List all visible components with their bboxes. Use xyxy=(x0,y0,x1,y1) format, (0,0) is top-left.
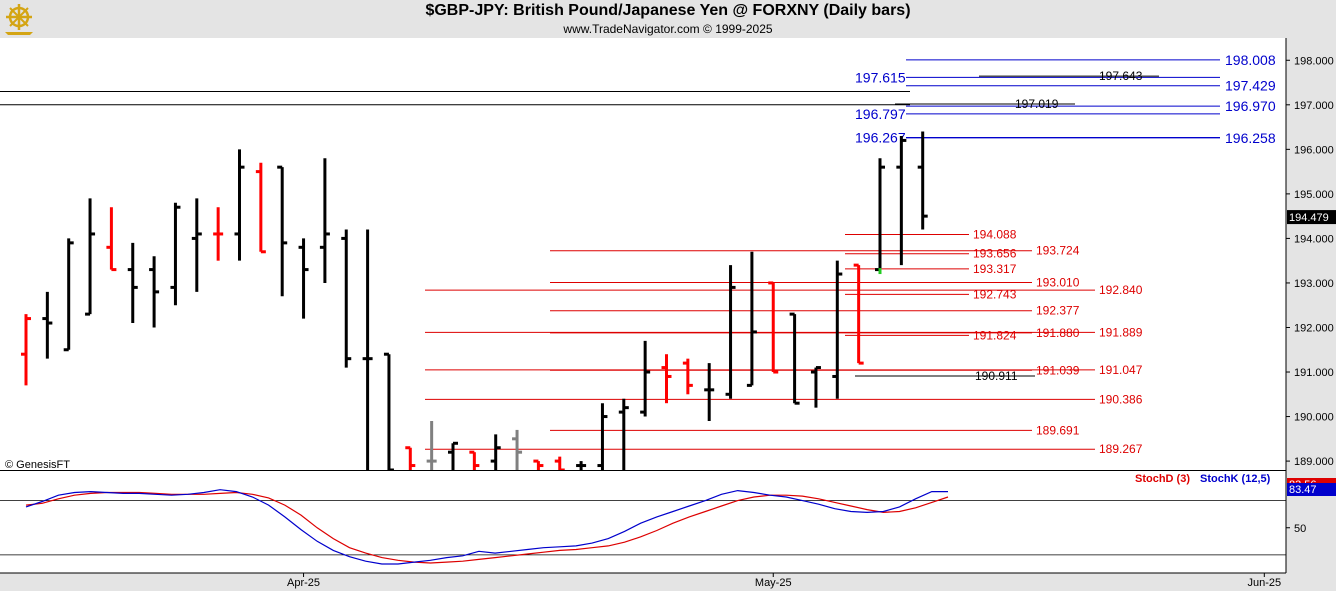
ohlc-bar xyxy=(640,340,651,417)
stoch-k-value-box xyxy=(1287,483,1336,496)
ohlc-bar xyxy=(789,312,800,405)
y-tick-label: 191.000 xyxy=(1294,367,1334,379)
ohlc-bar xyxy=(63,238,74,352)
fib-blue-label: 197.429 xyxy=(1225,78,1276,94)
ohlc-bar xyxy=(746,251,757,387)
fib-red-label: 194.088 xyxy=(973,227,1017,241)
ohlc-bar xyxy=(85,198,96,316)
ohlc-bar xyxy=(170,202,181,306)
stoch-k-legend: StochK (12,5) xyxy=(1200,473,1271,485)
x-tick-label: Jun-25 xyxy=(1247,577,1281,589)
ohlc-bar xyxy=(149,256,160,328)
ohlc-bar xyxy=(853,263,864,365)
ohlc-bar xyxy=(725,265,736,399)
ohlc-bar xyxy=(319,158,330,283)
y-tick-label: 194.000 xyxy=(1294,233,1334,245)
stochastic-panel: StochD (3) StochK (12,5) xyxy=(0,473,1286,565)
y-tick-label: 196.000 xyxy=(1294,144,1334,156)
fib-red-label: 191.889 xyxy=(1099,325,1143,339)
fib-blue-label: 196.258 xyxy=(1225,130,1276,146)
fib-black-label: 197.643 xyxy=(1099,69,1143,83)
fib-red-label: 190.386 xyxy=(1099,392,1143,406)
chart-subtitle: www.TradeNavigator.com © 1999-2025 xyxy=(563,22,773,36)
fib-red-label: 189.267 xyxy=(1099,442,1143,456)
chart-header: $GBP-JPY: British Pound/Japanese Yen @ F… xyxy=(0,0,1336,38)
chart-canvas: 198.008 197.429 196.970 196.258 197.615 196.7… xyxy=(0,38,1336,591)
ohlc-bar xyxy=(383,352,394,470)
ohlc-bar xyxy=(362,229,373,470)
fib-black-label: 190.911 xyxy=(975,369,1018,383)
fib-red-label: 193.317 xyxy=(973,262,1017,276)
ohlc-bar xyxy=(682,358,693,395)
stoch-d-legend: StochD (3) xyxy=(1135,473,1190,485)
stoch-k-value: 83.47 xyxy=(1289,484,1317,496)
stoch-k-line xyxy=(25,489,948,565)
chart-title: $GBP-JPY: British Pound/Japanese Yen @ F… xyxy=(425,2,911,19)
fib-red-label: 192.743 xyxy=(973,287,1017,301)
stoch-tick-label: 50 xyxy=(1294,523,1306,535)
ohlc-bar xyxy=(426,421,437,470)
ship-wheel-logo-icon xyxy=(5,4,33,35)
fib-red-label: 193.656 xyxy=(973,247,1017,261)
ohlc-bar xyxy=(533,459,544,470)
ohlc-bar xyxy=(661,354,672,404)
fib-red-label: 193.010 xyxy=(1036,276,1080,290)
ohlc-bar xyxy=(21,314,31,386)
y-tick-label: 197.000 xyxy=(1294,100,1334,112)
fib-red-label: 191.824 xyxy=(973,328,1017,342)
ohlc-bar xyxy=(490,434,501,470)
ohlc-bar xyxy=(341,229,352,368)
ohlc-bar xyxy=(597,403,608,470)
fib-red-label: 189.691 xyxy=(1036,423,1080,437)
y-tick-label: 198.000 xyxy=(1294,55,1334,67)
ohlc-bar xyxy=(255,162,266,254)
ohlc-bar xyxy=(618,398,629,470)
ohlc-bar xyxy=(106,207,117,272)
fib-blue-label: 196.267 xyxy=(855,129,906,145)
ohlc-bar xyxy=(832,260,843,399)
y-axis-background xyxy=(1286,38,1336,591)
ohlc-bar xyxy=(191,198,202,292)
x-tick-label: May-25 xyxy=(755,577,792,589)
ohlc-bar xyxy=(576,461,587,470)
x-axis-background xyxy=(0,573,1336,591)
ohlc-bar xyxy=(213,207,224,261)
ohlc-bar xyxy=(469,450,480,470)
fib-blue-label: 196.970 xyxy=(1225,98,1276,114)
ohlc-bar xyxy=(234,149,245,261)
fib-blue-label: 197.615 xyxy=(855,69,906,85)
price-panel: 198.008 197.429 196.970 196.258 197.615 196.7… xyxy=(0,52,1276,470)
y-tick-label: 193.000 xyxy=(1294,278,1334,290)
ohlc-bar xyxy=(917,131,928,230)
ohlc-bar xyxy=(277,165,288,297)
ohlc-bar xyxy=(554,456,565,470)
ohlc-bar xyxy=(42,291,53,359)
y-tick-label: 195.000 xyxy=(1294,189,1334,201)
last-price-label: 194.479 xyxy=(1289,212,1329,224)
ohlc-bar xyxy=(405,446,416,470)
ohlc-bar xyxy=(448,441,458,470)
ohlc-bar xyxy=(896,135,907,266)
fib-red-label: 192.377 xyxy=(1036,304,1080,318)
ohlc-bar xyxy=(768,281,779,374)
ohlc-bar xyxy=(512,429,523,470)
axes: 189.000 190.000 191.000 192.000 193.000 194.0… xyxy=(0,38,1336,591)
fib-red-label: 191.047 xyxy=(1099,363,1143,377)
fib-blue-label: 196.797 xyxy=(855,106,906,122)
ohlc-bar xyxy=(298,238,309,319)
y-tick-label: 189.000 xyxy=(1294,456,1334,468)
fib-black-label: 197.019 xyxy=(1015,97,1059,111)
y-tick-label: 190.000 xyxy=(1294,412,1334,424)
fib-red-label: 193.724 xyxy=(1036,244,1080,258)
last-price-box xyxy=(1287,210,1336,225)
ohlc-bar xyxy=(875,158,885,275)
watermark: © GenesisFT xyxy=(5,459,70,471)
x-tick-label: Apr-25 xyxy=(287,577,320,589)
ohlc-bar xyxy=(704,363,715,422)
y-tick-label: 192.000 xyxy=(1294,322,1334,334)
fib-red-label: 192.840 xyxy=(1099,283,1143,297)
ohlc-bar xyxy=(810,366,821,408)
ohlc-bar xyxy=(127,242,138,324)
fib-blue-label: 198.008 xyxy=(1225,52,1276,68)
